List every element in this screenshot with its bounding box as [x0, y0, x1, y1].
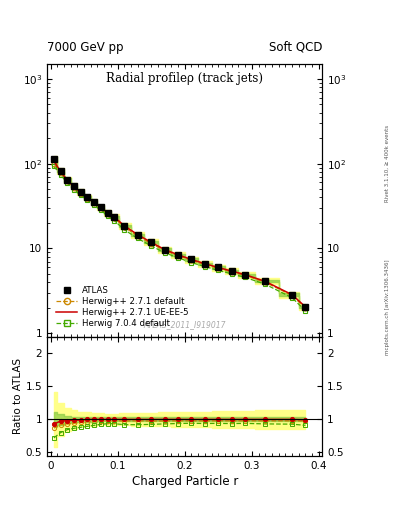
Text: 7000 GeV pp: 7000 GeV pp: [47, 41, 124, 54]
Text: Soft QCD: Soft QCD: [269, 41, 322, 54]
Legend: ATLAS, Herwig++ 2.7.1 default, Herwig++ 2.7.1 UE-EE-5, Herwig 7.0.4 default: ATLAS, Herwig++ 2.7.1 default, Herwig++ …: [54, 284, 190, 330]
Text: Rivet 3.1.10, ≥ 400k events: Rivet 3.1.10, ≥ 400k events: [385, 125, 389, 202]
X-axis label: Charged Particle r: Charged Particle r: [132, 475, 238, 488]
Text: Radial profileρ (track jets): Radial profileρ (track jets): [106, 72, 263, 85]
Text: ATLAS_2011_I919017: ATLAS_2011_I919017: [143, 320, 226, 329]
Text: mcplots.cern.ch [arXiv:1306.3436]: mcplots.cern.ch [arXiv:1306.3436]: [385, 260, 389, 355]
Y-axis label: Ratio to ATLAS: Ratio to ATLAS: [13, 358, 23, 434]
